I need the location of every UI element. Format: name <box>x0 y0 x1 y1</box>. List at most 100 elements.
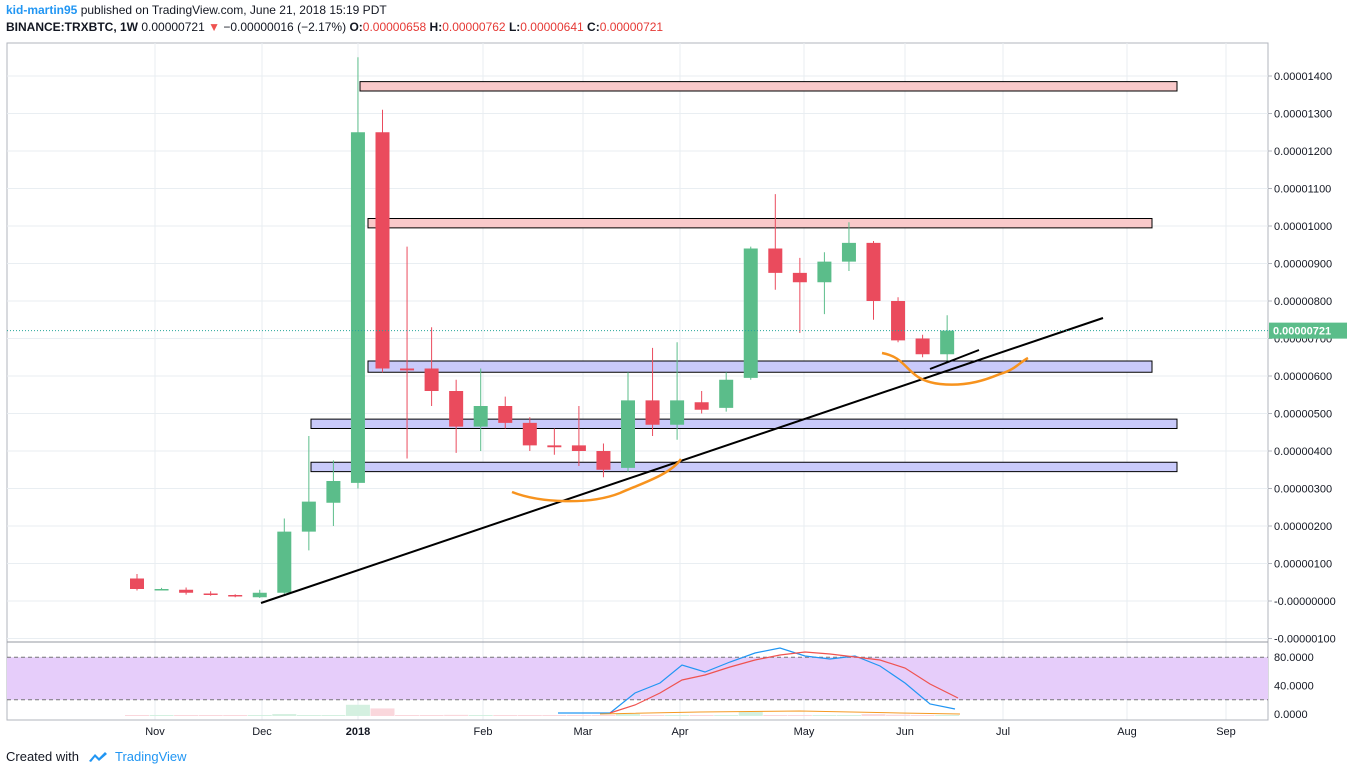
candle-body <box>424 368 439 391</box>
volume-bar <box>861 714 886 716</box>
trendline-main <box>260 317 1104 604</box>
x-tick-label: Dec <box>252 726 272 738</box>
y-tick-label: 0.00000600 <box>1274 371 1332 383</box>
candle-body <box>350 132 365 483</box>
footer: Created with TradingView <box>6 749 187 764</box>
volume-bar <box>689 715 714 716</box>
author-name[interactable]: kid-martin95 <box>6 3 78 17</box>
symbol-label: BINANCE:TRXBTC, 1W <box>6 20 138 34</box>
zone-blue <box>310 418 1178 429</box>
volume-bar <box>370 708 395 716</box>
oscillator-line-fast <box>558 647 956 714</box>
last-price: 0.00000721 <box>141 20 205 34</box>
y-tick-label: 0.00000400 <box>1274 446 1332 458</box>
y-tick-label: -0.00000100 <box>1274 634 1336 646</box>
candle-body <box>915 338 930 355</box>
x-tick-label: Nov <box>145 726 165 738</box>
candle-body <box>473 406 488 427</box>
candle-body <box>866 242 881 301</box>
volume-bar <box>395 715 420 716</box>
candle-body <box>621 400 635 468</box>
zone-blue <box>367 360 1153 373</box>
candle-body <box>670 400 685 425</box>
volume-bar <box>419 715 444 716</box>
price-change: −0.00000016 (−2.17%) <box>223 20 347 34</box>
price-chart[interactable]: Nov Dec 2018 Feb Mar Apr May Jun Jul Aug Sep 0.0000… <box>0 0 1348 745</box>
volume-bar <box>125 715 149 716</box>
y-tick-label: -0.00000000 <box>1274 596 1336 608</box>
volume-bar <box>198 715 223 716</box>
published-info: published on TradingView.com, June 21, 2… <box>80 3 387 17</box>
y-tick-label: 0.00000200 <box>1274 521 1332 533</box>
volume-bar <box>149 715 174 716</box>
y-tick-label: 0.00000800 <box>1274 296 1332 308</box>
created-with-label: Created with <box>6 749 79 764</box>
volume-bar <box>910 715 935 716</box>
volume-bar <box>493 715 518 716</box>
candle-body <box>768 248 783 273</box>
candle-body <box>400 368 415 371</box>
candle-body <box>301 501 316 532</box>
candle-body <box>940 330 955 355</box>
close-value: 0.00000721 <box>599 20 664 34</box>
candle-body <box>841 242 856 262</box>
x-tick-label: Feb <box>474 726 493 738</box>
volume-bar <box>812 715 837 716</box>
candle-body <box>498 406 513 423</box>
orange-curve-left <box>511 458 683 503</box>
candle-body <box>522 422 537 446</box>
header-row-2: BINANCE:TRXBTC, 1W 0.00000721 ▼ −0.00000… <box>6 21 663 34</box>
y-tick-label: 0.00001200 <box>1274 146 1332 158</box>
candle-body <box>694 402 709 410</box>
volume-bar <box>542 715 567 716</box>
volume-bar <box>836 715 861 716</box>
candle-body <box>277 531 292 593</box>
candle-body <box>375 132 390 369</box>
volume-bar <box>296 715 321 716</box>
volume-bar <box>566 715 591 716</box>
y-tick-label: 0.00000900 <box>1274 259 1332 271</box>
open-label: O: <box>349 20 363 34</box>
candle-body <box>645 400 660 425</box>
candle-body <box>326 481 341 503</box>
zone-red <box>367 218 1153 229</box>
volume-bar <box>174 715 199 716</box>
candle-body <box>203 593 218 595</box>
volume-bar <box>247 715 272 716</box>
candle-body <box>179 589 194 593</box>
tradingview-brand[interactable]: TradingView <box>114 749 187 764</box>
high-value: 0.00000762 <box>442 20 506 34</box>
tradingview-logo-icon <box>88 751 107 762</box>
y-tick-label: 0.00001100 <box>1274 184 1331 196</box>
zone-blue <box>310 461 1178 473</box>
last-price-tag <box>1269 322 1347 339</box>
oscillator-line-signal <box>599 710 961 715</box>
trendline-short <box>929 349 980 370</box>
volume-bar <box>468 715 493 716</box>
volume-bar <box>763 715 788 716</box>
y-tick-label: 0.00001000 <box>1274 221 1332 233</box>
candle-body <box>252 592 267 598</box>
low-value: 0.00000641 <box>520 20 584 34</box>
volume-bar <box>886 714 911 716</box>
volume-bar <box>321 715 346 716</box>
oscillator-tick-label: 0.0000 <box>1274 709 1308 721</box>
candle-body <box>547 445 562 448</box>
volume-bar <box>517 715 542 716</box>
oscillator-tick-label: 40.0000 <box>1274 681 1314 693</box>
open-value: 0.00000658 <box>362 20 427 34</box>
y-tick-label: 0.00001400 <box>1274 71 1332 83</box>
x-tick-label: Apr <box>671 726 688 738</box>
oscillator-band <box>7 657 1268 700</box>
plot-frame <box>6 42 1269 721</box>
candle-body <box>743 248 758 378</box>
volume-bar <box>738 711 763 716</box>
volume-bar <box>787 715 812 716</box>
candle-body <box>891 301 906 341</box>
volume-bar <box>272 714 297 716</box>
candle-body <box>719 379 734 408</box>
candle-body <box>571 445 586 451</box>
last-price-tag-label: 0.00000721 <box>1273 326 1331 338</box>
oscillator-tick-label: 80.0000 <box>1274 652 1314 664</box>
candle-body <box>228 595 243 597</box>
